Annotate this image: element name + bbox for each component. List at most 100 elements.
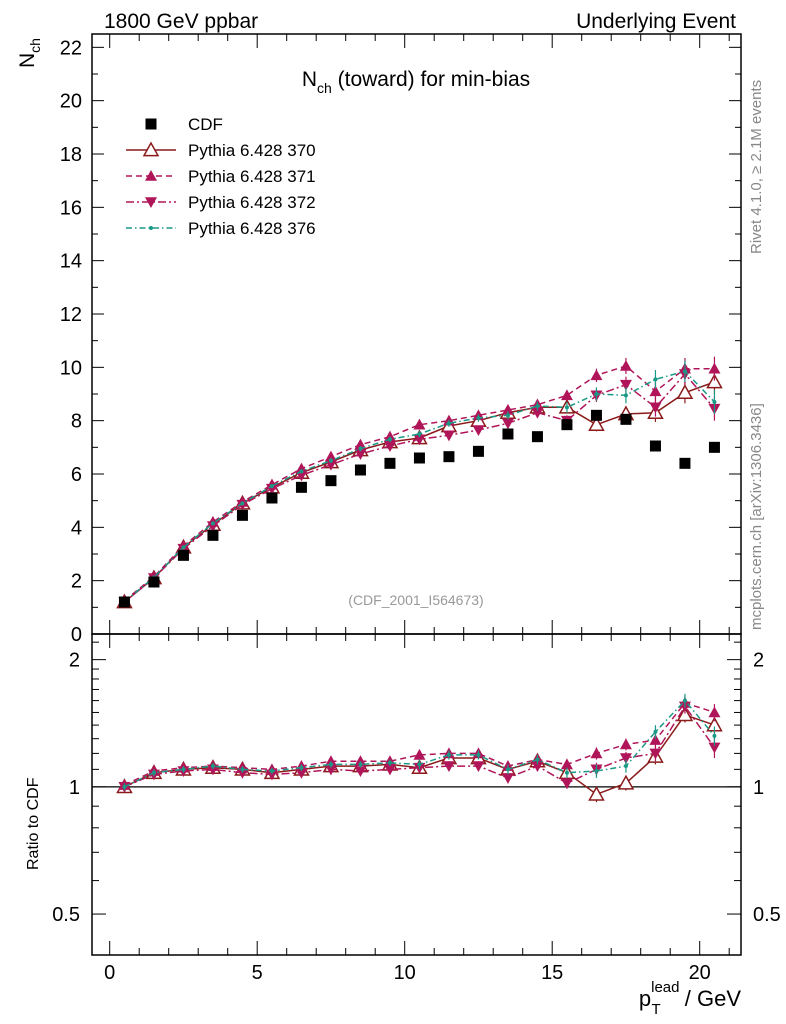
main-pythia-376-point: [387, 437, 392, 442]
main-y-tick-label: 2: [71, 571, 82, 593]
ratio-pythia-376-point: [417, 762, 422, 767]
legend-marker-cdf: [145, 118, 157, 130]
main-pythia-371-point: [383, 430, 396, 442]
main-y-tick-label: 8: [71, 411, 82, 433]
ratio-y-axis: 0.5 0.5 1 1 2 2: [52, 641, 781, 926]
main-cdf-point: [649, 440, 661, 452]
main-pythia-371-point: [619, 360, 632, 371]
x-label-sup: lead: [651, 979, 679, 996]
ratio-pythia-376-point: [122, 784, 127, 789]
legend-marker-pythia-372: [145, 197, 157, 208]
legend-label-pythia-372: Pythia 6.428 372: [188, 193, 316, 212]
x-label-p: p: [639, 986, 651, 1011]
ratio-pythia-376-point: [387, 760, 392, 765]
ratio-pythia-372-point: [649, 748, 662, 760]
legend-label-pythia-370: Pythia 6.428 370: [188, 141, 316, 160]
main-cdf-point: [502, 428, 514, 440]
ratio-pythia-376-point: [269, 769, 274, 774]
main-pythia-376-point: [594, 392, 599, 396]
ratio-pythia-376-point: [535, 757, 540, 762]
ratio-pythia-372-line: [124, 705, 716, 788]
ratio-pythia-372-point: [442, 761, 455, 773]
main-pythia-376-point: [269, 484, 274, 488]
ratio-pythia-376-point: [328, 762, 333, 767]
ratio-y-tick-label-right: 1: [753, 777, 764, 799]
main-y-tick-label: 14: [60, 251, 82, 273]
main-pythia-371-point: [708, 362, 721, 374]
main-panel: 0 2 4 6 8 10 12 14 16 18 20 22 Nch (toward) for min…: [16, 33, 742, 646]
main-cdf-point: [295, 481, 307, 493]
main-pythia-376-point: [564, 405, 569, 410]
side-text-lower: mcplots.cern.ch [arXiv:1306.3436]: [748, 403, 765, 630]
main-y-tick-label: 6: [71, 464, 82, 486]
ratio-pythia-372-point: [324, 764, 337, 776]
ratio-y-tick-label: 0.5: [52, 904, 80, 926]
ratio-pythia-371-point: [708, 706, 721, 718]
main-cdf-point: [472, 445, 484, 457]
main-pythia-371-point: [324, 450, 337, 462]
ratio-pythia-376-point: [181, 767, 186, 772]
ratio-pythia-372-point: [708, 742, 721, 754]
main-title: Nch (toward) for min-bias: [302, 68, 530, 96]
main-y-tick-label: 20: [60, 91, 82, 113]
ratio-pythia-376-point: [653, 729, 658, 734]
main-x-ticks: [109, 34, 730, 634]
main-pythia-376-point: [299, 469, 304, 474]
main-title-sub: ch: [317, 80, 332, 96]
main-cdf-point: [325, 475, 337, 487]
main-cdf-point: [354, 464, 366, 476]
ratio-pythia-376-point: [240, 767, 245, 772]
ratio-pythia-371-point: [649, 734, 662, 745]
ratio-x-axis: 0 5 10 15 20: [104, 634, 730, 984]
main-pythia-376-point: [682, 369, 687, 374]
ratio-pythia-371-point: [413, 748, 426, 760]
main-y-tick-label: 18: [60, 144, 82, 166]
ratio-pythia-376-point: [505, 767, 510, 772]
ratio-pythia-371-point: [354, 755, 367, 767]
ratio-pythia-370-point: [676, 706, 694, 722]
main-cdf-point: [118, 596, 130, 608]
main-pythia-376-point: [653, 377, 658, 382]
ratio-pythia-376-point: [594, 769, 599, 774]
main-pythia-372-point: [383, 441, 396, 452]
main-pythia-372-point: [354, 449, 367, 460]
main-pythia-376-point: [240, 501, 245, 506]
main-pythia-376-point: [712, 400, 717, 404]
ratio-pythia-376-point: [712, 733, 717, 738]
ratio-pythia-371-line: [124, 702, 715, 786]
ratio-pythia-372-point: [383, 764, 396, 776]
legend-marker-pythia-370: [142, 141, 160, 157]
main-pythia-376-point: [358, 446, 363, 451]
legend: CDF Pythia 6.428 370 Pythia 6.428 371 Pythi…: [126, 115, 316, 238]
header-right: Underlying Event: [576, 10, 736, 33]
main-cdf-point: [620, 413, 632, 425]
main-pythia-371-point: [590, 369, 603, 381]
ratio-x-tick-label: 5: [252, 962, 263, 984]
ratio-frame: [91, 633, 742, 956]
main-cdf-point: [679, 457, 691, 469]
ratio-x-tick-label: 20: [689, 962, 711, 984]
main-pythia-372-point: [413, 434, 426, 446]
ratio-y-tick-label-right: 2: [753, 650, 764, 672]
main-y-axis: 0 2 4 6 8 10 12 14 16 18 20 22: [60, 37, 741, 646]
ratio-pythia-376-point: [358, 762, 363, 767]
ratio-pythia-372-point: [206, 764, 219, 776]
main-series-layer: [116, 356, 723, 609]
ratio-x-tick-label: 15: [541, 962, 563, 984]
main-pythia-372-point: [265, 483, 278, 495]
ratio-x-tick-label: 0: [104, 962, 115, 984]
main-pythia-371-point: [649, 385, 662, 397]
main-cdf-point: [266, 492, 278, 504]
main-y-tick-label: 16: [60, 197, 82, 219]
ratio-pythia-372-point: [472, 761, 485, 773]
main-pythia-371-point: [560, 389, 573, 401]
legend-marker-pythia-376: [149, 226, 153, 230]
main-y-label-sub: ch: [27, 38, 43, 53]
main-y-tick-label: 0: [71, 624, 82, 646]
ratio-pythia-372-point: [265, 769, 278, 781]
ratio-y-tick-label: 1: [69, 777, 80, 799]
main-cdf-point: [531, 431, 543, 443]
main-pythia-372-point: [442, 430, 455, 442]
x-label-rest: / GeV: [679, 986, 742, 1011]
